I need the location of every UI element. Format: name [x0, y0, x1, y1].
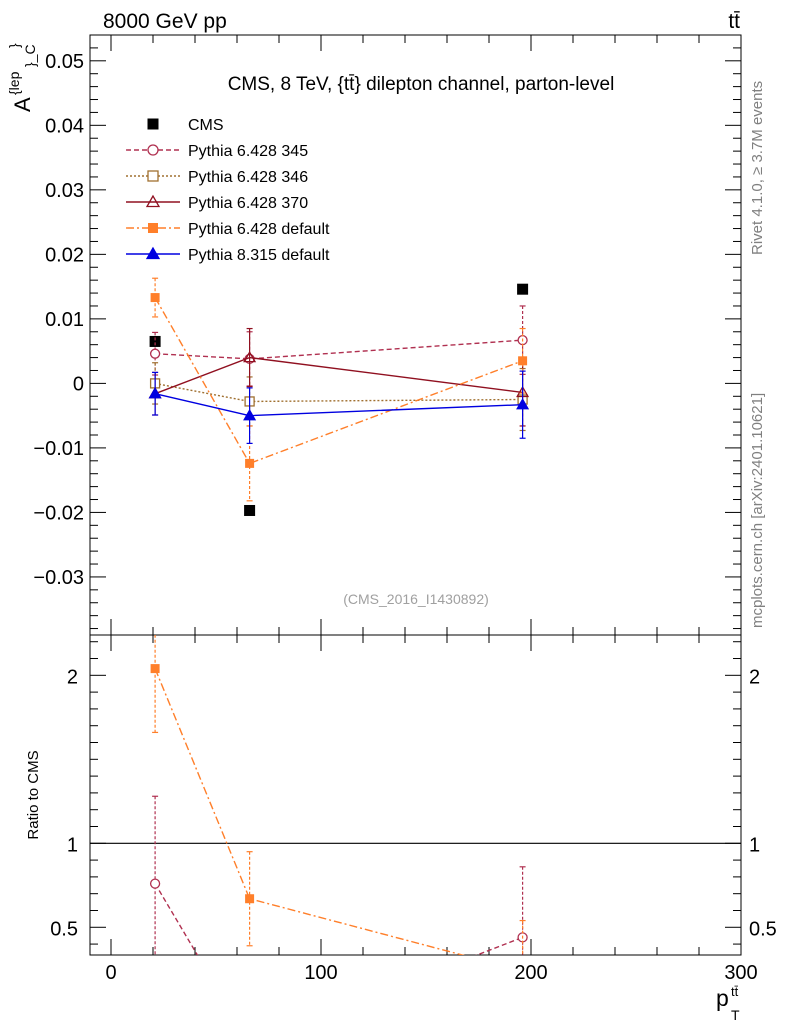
data-point-marker [150, 664, 160, 674]
series-line [154, 393, 523, 417]
y-label-brace: } [6, 43, 22, 48]
legend-label: Pythia 6.428 370 [188, 195, 308, 212]
legend-item: Pythia 6.428 370 [126, 194, 308, 212]
legend-item: Pythia 6.428 345 [126, 143, 308, 160]
series-line [154, 356, 523, 395]
ratio-panel: 0.5 0.5 1 1 2 2 0 100 200 300 Ratio to CMS p T t… [25, 634, 777, 1023]
main-series-layer [148, 277, 530, 516]
data-point-marker [243, 350, 257, 363]
x-tick-label: 100 [304, 962, 337, 984]
y-label-sub: }_C [22, 44, 38, 67]
main-y-tick-label: 0.02 [45, 244, 84, 266]
legend-item: Pythia 6.428 default [126, 221, 330, 238]
x-tick-label: 200 [514, 962, 547, 984]
series-pythia-6-428-345 [149, 795, 528, 955]
main-y-tick-label: −0.01 [33, 438, 84, 460]
data-point-marker [148, 386, 162, 399]
data-point-marker [147, 144, 159, 156]
ratio-y-tick-label-right: 1 [749, 834, 760, 856]
main-y-tick-label: 0.05 [45, 51, 84, 73]
x-label-sup: tt̄ [731, 984, 739, 999]
main-y-tick-label: 0.03 [45, 180, 84, 202]
data-point-marker [244, 504, 256, 516]
energy-label: 8000 GeV pp [103, 10, 227, 33]
main-title: CMS, 8 TeV, {tt̄} dilepton channel, part… [228, 74, 615, 95]
data-point-marker [147, 118, 159, 130]
main-y-tick-label: 0 [73, 373, 84, 395]
rivet-version-label: Rivet 4.1.0, ≥ 3.7M events [749, 81, 766, 255]
data-point-marker [149, 335, 161, 347]
series-pythia-6-428-default [150, 635, 526, 955]
x-label-sub: T [731, 1007, 740, 1023]
mcplots-label: mcplots.cern.ch [arXiv:2401.10621] [749, 393, 766, 628]
ratio-panel-frame [89, 634, 742, 956]
y-label-main: A [10, 97, 35, 112]
data-point-marker [150, 293, 160, 303]
data-point-marker [149, 878, 161, 889]
data-point-marker [243, 408, 257, 421]
data-point-marker [145, 246, 161, 260]
data-point-marker [148, 223, 158, 233]
ratio-y-tick-label-right: 0.5 [749, 918, 777, 940]
y-label-sup: {lep [6, 71, 22, 95]
data-point-marker [145, 194, 161, 208]
main-y-axis: −0.03 −0.02 −0.01 0 0.01 0.02 0.03 0.04 0.05 [33, 47, 741, 630]
main-y-tick-label: −0.03 [33, 567, 84, 589]
legend: CMS Pythia 6.428 345 Pythia 6.428 346 Pythi… [126, 117, 330, 264]
main-y-tick-label: 0.04 [45, 115, 84, 137]
ratio-plot-area [149, 635, 528, 955]
main-y-tick-label: −0.02 [33, 502, 84, 524]
data-point-marker [516, 397, 530, 410]
data-point-marker [518, 356, 528, 366]
ratio-y-label: Ratio to CMS [25, 750, 42, 839]
main-panel: −0.03 −0.02 −0.01 0 0.01 0.02 0.03 0.04 0.05 CMS… [6, 34, 742, 636]
series-line [154, 297, 523, 465]
data-point-marker [245, 458, 255, 468]
legend-label: Pythia 6.428 default [188, 221, 330, 238]
x-tick-label: 300 [724, 962, 757, 984]
data-point-marker [149, 348, 161, 359]
ratio-y-tick-label: 1 [67, 834, 78, 856]
legend-item: Pythia 6.428 346 [126, 169, 308, 186]
legend-label: CMS [188, 117, 224, 134]
series-line [154, 382, 523, 403]
x-axis-label: p T tt̄ [716, 984, 740, 1023]
main-plot-area [148, 277, 530, 516]
x-label-main: p [716, 985, 729, 1011]
series-pythia-6-428-346 [149, 362, 528, 432]
main-y-label: A {lep }_C } [6, 43, 38, 112]
watermark: (CMS_2016_I1430892) [343, 591, 489, 607]
legend-item: Pythia 8.315 default [126, 246, 330, 264]
ratio-y-tick-label: 2 [67, 666, 78, 688]
series-line [154, 883, 523, 955]
series-line [154, 668, 466, 955]
data-point-marker [147, 170, 159, 182]
ratio-y-tick-label: 0.5 [50, 918, 78, 940]
ratio-series-layer [149, 635, 528, 955]
series-cms [149, 283, 529, 516]
legend-label: Pythia 6.428 346 [188, 169, 308, 186]
series-pythia-6-428-default [150, 277, 528, 502]
main-y-tick-label: 0.01 [45, 309, 84, 331]
data-point-marker [517, 283, 529, 295]
legend-item: CMS [147, 117, 224, 134]
data-point-marker [245, 894, 255, 904]
ratio-x-axis: 0 100 200 300 [105, 635, 758, 984]
main-x-ticks [110, 35, 742, 635]
series-line [155, 339, 523, 360]
legend-label: Pythia 6.428 345 [188, 143, 308, 160]
ratio-y-tick-label-right: 2 [749, 666, 760, 688]
series-pythia-8-315-default [148, 370, 530, 444]
x-tick-label: 0 [105, 962, 116, 984]
process-label: tt̄ [728, 10, 740, 33]
legend-label: Pythia 8.315 default [188, 247, 330, 264]
ratio-y-axis: 0.5 0.5 1 1 2 2 [50, 641, 777, 945]
